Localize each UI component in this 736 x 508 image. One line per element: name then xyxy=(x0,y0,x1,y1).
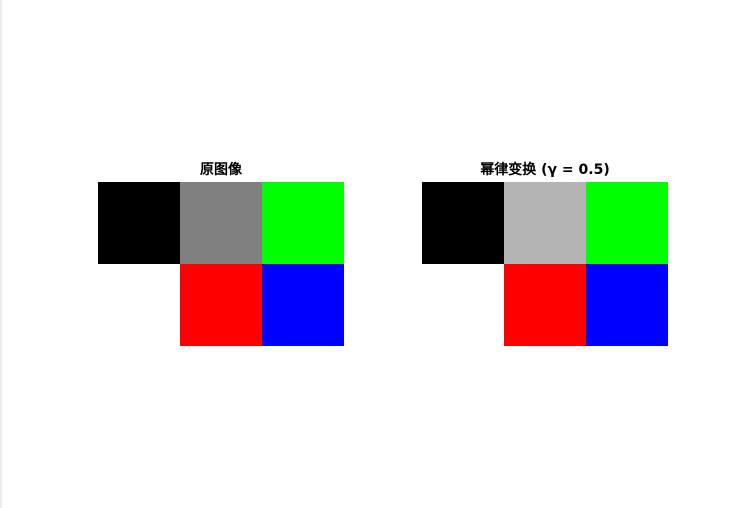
pixel-r1-c2 xyxy=(586,264,668,346)
pixel-r1-c1 xyxy=(504,264,586,346)
pixel-r1-c2 xyxy=(262,264,344,346)
pixel-r1-c0 xyxy=(98,264,180,346)
pixel-r0-c0 xyxy=(98,182,180,264)
pixel-r0-c1 xyxy=(180,182,262,264)
pixel-r1-c0 xyxy=(422,264,504,346)
original-image-grid xyxy=(98,182,344,346)
pixel-r0-c0 xyxy=(422,182,504,264)
power-law-image-grid xyxy=(422,182,668,346)
pixel-r0-c1 xyxy=(504,182,586,264)
pixel-r1-c1 xyxy=(180,264,262,346)
power-law-image-title: 幂律变换 (γ = 0.5) xyxy=(480,162,610,178)
pixel-r0-c2 xyxy=(586,182,668,264)
window-left-edge xyxy=(0,0,2,508)
original-image-title: 原图像 xyxy=(200,162,242,178)
pixel-r0-c2 xyxy=(262,182,344,264)
